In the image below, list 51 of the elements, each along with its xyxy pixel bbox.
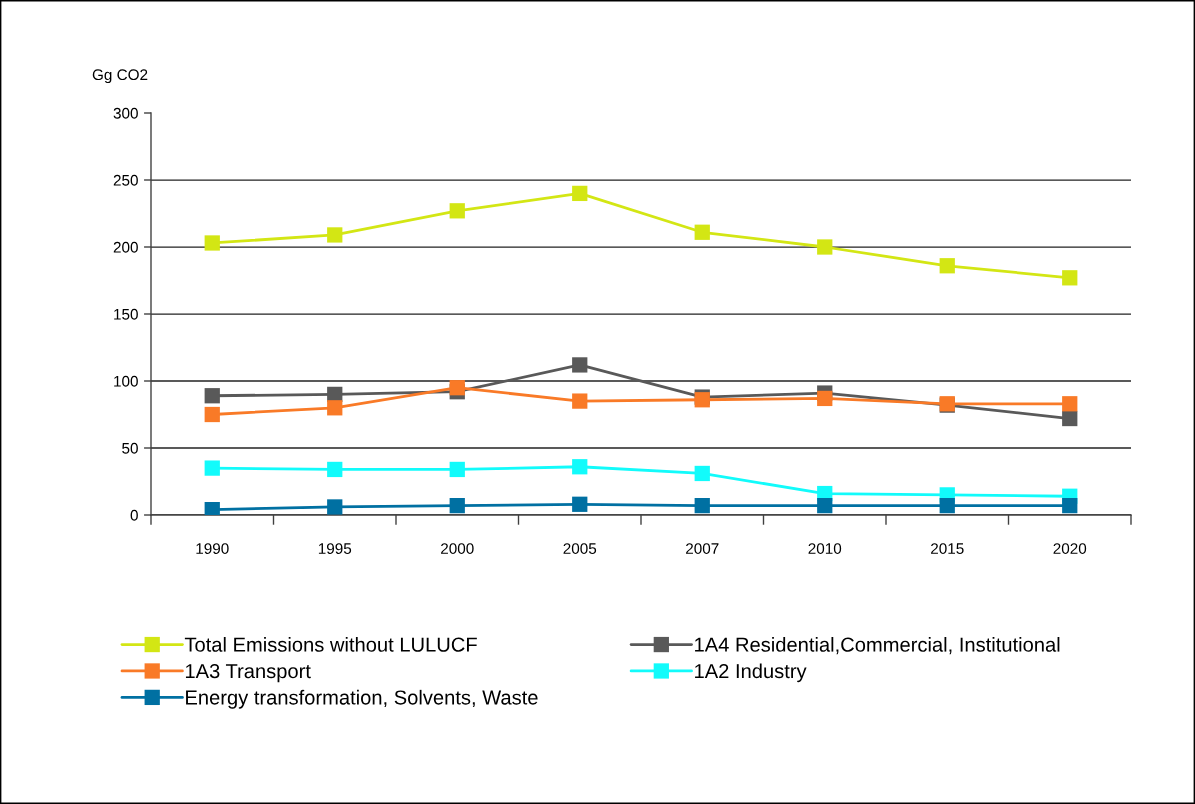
point	[572, 496, 588, 512]
point	[204, 460, 220, 476]
point	[1062, 410, 1078, 427]
point	[327, 227, 343, 243]
point	[817, 239, 833, 255]
y-tick-label: 100	[114, 375, 138, 387]
x-tick-label: 2005	[563, 543, 597, 554]
legend-label: 1A3 Transport	[185, 663, 311, 683]
point	[1062, 270, 1078, 286]
point	[939, 258, 955, 274]
x-tick-label: 2007	[686, 543, 719, 554]
point	[694, 224, 710, 240]
point	[204, 502, 220, 515]
point	[694, 497, 710, 514]
point	[327, 499, 343, 515]
x-tick-label: 2000	[441, 543, 474, 554]
point	[327, 461, 343, 478]
y-tick-label: 200	[113, 241, 138, 253]
legend-label: Total Emissions without LULUCF	[184, 637, 477, 652]
y-axis-title: Gg CO2	[92, 69, 148, 84]
point	[817, 497, 833, 514]
point	[449, 461, 465, 478]
point	[204, 406, 220, 423]
point	[327, 400, 343, 416]
point	[572, 393, 588, 409]
point	[204, 388, 220, 404]
y-tick-label: 250	[113, 174, 138, 186]
point	[449, 380, 465, 396]
y-tick-label: 50	[122, 442, 138, 454]
point	[572, 459, 588, 475]
point	[449, 203, 465, 219]
x-tick-label: 1990	[196, 543, 229, 554]
point	[939, 497, 955, 514]
x-tick-label: 2015	[931, 543, 964, 554]
x-tick-label: 1995	[318, 543, 352, 554]
legend-label: Energy transformation, Solvents, Waste	[186, 689, 538, 709]
point	[694, 465, 710, 482]
point	[817, 390, 833, 407]
point	[572, 185, 588, 202]
legend-label: 1A4 Residential,Commercial, Institutional	[695, 637, 1060, 655]
y-tick-label: 0	[130, 509, 138, 521]
y-tick-label: 150	[114, 308, 138, 320]
x-tick-label: 2020	[1053, 543, 1087, 554]
point	[449, 497, 465, 514]
x-tick-label: 2010	[808, 543, 842, 554]
legend-label: 1A2 Industry	[695, 663, 807, 683]
point	[1062, 396, 1078, 412]
point	[572, 357, 588, 373]
y-tick-label: 300	[113, 107, 138, 119]
point	[1062, 497, 1078, 514]
point	[204, 235, 220, 251]
